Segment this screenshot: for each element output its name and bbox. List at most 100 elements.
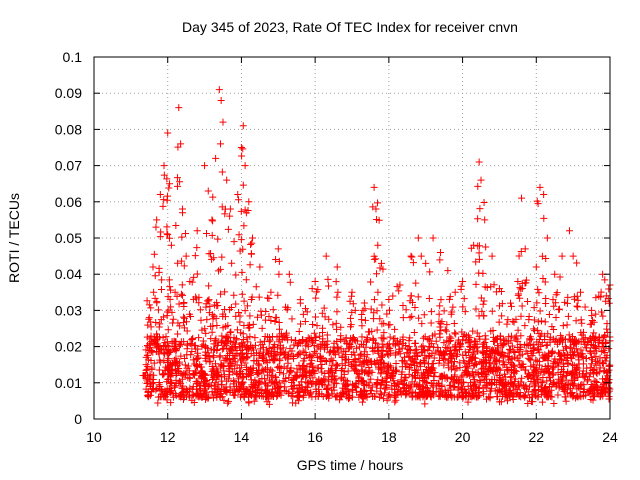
data-point [140, 372, 148, 380]
data-point [237, 207, 245, 215]
data-point [269, 306, 277, 314]
data-point [434, 379, 442, 387]
data-point [351, 306, 359, 314]
data-point [323, 385, 331, 393]
data-point [597, 293, 605, 301]
data-point [319, 354, 327, 362]
data-point [586, 347, 594, 355]
data-point [515, 290, 523, 298]
data-point [365, 370, 373, 378]
data-point [175, 300, 183, 308]
data-point [152, 223, 160, 231]
data-point [471, 380, 479, 388]
data-point [428, 308, 436, 316]
data-point [209, 376, 217, 384]
data-point [167, 371, 175, 379]
data-point [234, 191, 242, 199]
data-point [413, 360, 421, 368]
data-point [395, 287, 403, 295]
data-point [385, 391, 393, 399]
data-point [155, 268, 163, 276]
data-point [222, 333, 230, 341]
data-point [397, 390, 405, 398]
data-point [530, 304, 538, 312]
data-point [164, 231, 172, 239]
data-point [218, 381, 226, 389]
data-point [459, 333, 467, 341]
data-point [194, 349, 202, 357]
data-point [579, 354, 587, 362]
data-point [233, 369, 241, 377]
data-point [436, 330, 444, 338]
y-tick-label: 0.08 [55, 121, 82, 137]
data-point [391, 325, 399, 333]
data-point [230, 238, 238, 246]
data-point [556, 273, 564, 281]
data-point [591, 357, 599, 365]
data-point [167, 286, 175, 294]
data-point [588, 312, 596, 320]
data-point [522, 276, 530, 284]
data-point [516, 346, 524, 354]
data-point [503, 320, 511, 328]
data-point [384, 363, 392, 371]
y-tick-label: 0.01 [55, 375, 82, 391]
data-point [534, 318, 542, 326]
data-point [472, 280, 480, 288]
data-point [283, 306, 291, 314]
data-point [325, 315, 333, 323]
data-point [248, 239, 256, 247]
data-point [251, 334, 259, 342]
data-point [501, 336, 509, 344]
data-point [142, 385, 150, 393]
data-point [504, 349, 512, 357]
data-point [261, 379, 269, 387]
data-point [230, 385, 238, 393]
data-point [447, 336, 455, 344]
data-point [592, 343, 600, 351]
data-point [218, 253, 226, 261]
data-point [381, 389, 389, 397]
data-point [313, 377, 321, 385]
data-point [325, 381, 333, 389]
data-point [263, 371, 271, 379]
data-point [180, 262, 188, 270]
data-point [587, 320, 595, 328]
data-point [408, 299, 416, 307]
data-point [516, 294, 524, 302]
data-point [580, 373, 588, 381]
data-point [225, 397, 233, 405]
data-point [231, 352, 239, 360]
data-point [592, 310, 600, 318]
data-point [576, 370, 584, 378]
data-point [307, 359, 315, 367]
data-point [530, 382, 538, 390]
data-point [410, 329, 418, 337]
data-point [510, 347, 518, 355]
data-point [203, 389, 211, 397]
data-point [411, 304, 419, 312]
data-point [400, 384, 408, 392]
data-point [267, 288, 275, 296]
data-point [584, 339, 592, 347]
data-point [236, 312, 244, 320]
data-point [226, 205, 234, 213]
data-point [540, 191, 548, 199]
data-point [206, 357, 214, 365]
data-point [391, 398, 399, 406]
data-point [161, 339, 169, 347]
data-point [521, 391, 529, 399]
data-point [511, 349, 519, 357]
data-point [334, 343, 342, 351]
data-point [330, 349, 338, 357]
data-point [195, 392, 203, 400]
data-point [390, 380, 398, 388]
data-point [375, 343, 383, 351]
data-point [179, 291, 187, 299]
data-point [419, 356, 427, 364]
data-point [570, 295, 578, 303]
data-point [265, 400, 273, 408]
data-point [147, 382, 155, 390]
data-point [405, 352, 413, 360]
data-point [507, 373, 515, 381]
